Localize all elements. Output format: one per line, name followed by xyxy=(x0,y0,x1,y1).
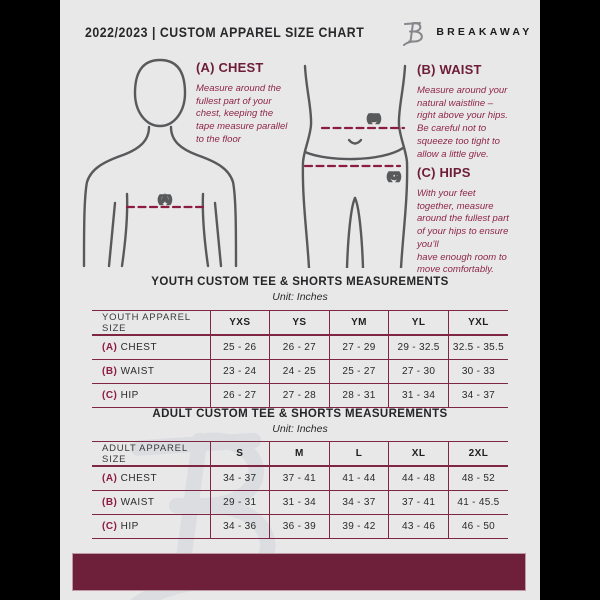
table-cell: 34 - 37 xyxy=(209,465,270,491)
table-row: (A) CHEST 34 - 37 37 - 41 41 - 44 44 - 4… xyxy=(92,465,508,491)
size-column-header: 2XL xyxy=(447,441,508,467)
waist-guide-text: Measure around your natural waistline – … xyxy=(417,85,508,160)
row-label-cell: (C) HIP xyxy=(92,514,210,539)
waistband-curve xyxy=(303,146,405,161)
brand-name: BREAKAWAY xyxy=(436,26,533,38)
waist-marker-label: (B) xyxy=(367,113,380,124)
navel-mark xyxy=(347,138,363,145)
right-body-side-line xyxy=(397,64,409,268)
table-cell: 44 - 48 xyxy=(388,465,449,491)
left-body-side-line xyxy=(301,64,313,268)
table-cell: 30 - 33 xyxy=(447,359,508,384)
adult-table-unit: Unit: Inches xyxy=(272,423,328,435)
table-cell: 37 - 41 xyxy=(269,465,330,491)
row-label-cell: (A) CHEST xyxy=(92,465,210,491)
adult-size-header-cell: ADULT APPAREL SIZE xyxy=(92,441,210,467)
table-cell: 23 - 24 xyxy=(209,359,270,384)
page-title: 2022/2023 | CUSTOM APPAREL SIZE CHART xyxy=(85,24,365,40)
table-cell: 39 - 42 xyxy=(328,514,389,539)
breakaway-b-logo-icon xyxy=(403,22,424,46)
table-cell: 27 - 28 xyxy=(269,383,330,408)
adult-table-title: ADULT CUSTOM TEE & SHORTS MEASUREMENTS xyxy=(152,408,448,420)
brand-lockup: BREAKAWAY xyxy=(402,18,532,46)
table-cell: 46 - 50 xyxy=(447,514,508,539)
table-cell: 31 - 34 xyxy=(388,383,449,408)
table-cell: 28 - 31 xyxy=(328,383,389,408)
table-header-row: ADULT APPAREL SIZE S M L XL 2XL xyxy=(92,441,508,467)
left-inner-leg-line xyxy=(345,196,357,268)
header: 2022/2023 | CUSTOM APPAREL SIZE CHART BR… xyxy=(85,15,529,49)
table-cell: 41 - 45.5 xyxy=(447,490,508,515)
youth-table-unit: Unit: Inches xyxy=(272,291,328,303)
row-label-cell: (C) HIP xyxy=(92,383,210,408)
hips-marker-label: (C) xyxy=(387,171,400,182)
left-inner-arm-line xyxy=(107,201,117,268)
youth-size-table: YOUTH APPAREL SIZE YXS YS YM YL YXL (A) … xyxy=(92,310,508,408)
size-column-header: XL xyxy=(388,441,449,467)
size-column-header: YM xyxy=(328,310,389,336)
adult-size-table: ADULT APPAREL SIZE S M L XL 2XL (A) CHES… xyxy=(92,441,508,539)
table-row: (C) HIP 26 - 27 27 - 28 28 - 31 31 - 34 … xyxy=(92,383,508,408)
table-cell: 34 - 37 xyxy=(328,490,389,515)
table-cell: 29 - 31 xyxy=(209,490,270,515)
left-torso-side-line xyxy=(120,192,129,268)
table-cell: 34 - 36 xyxy=(209,514,270,539)
youth-size-header-cell: YOUTH APPAREL SIZE xyxy=(92,310,210,336)
table-cell: 25 - 27 xyxy=(328,359,389,384)
table-cell: 41 - 44 xyxy=(328,465,389,491)
table-row: (B) WAIST 29 - 31 31 - 34 34 - 37 37 - 4… xyxy=(92,490,508,515)
size-chart-document: 2022/2023 | CUSTOM APPAREL SIZE CHART BR… xyxy=(60,0,540,600)
table-header-row: YOUTH APPAREL SIZE YXS YS YM YL YXL xyxy=(92,310,508,336)
table-cell: 29 - 32.5 xyxy=(388,334,449,360)
size-column-header: YL xyxy=(388,310,449,336)
head-outline xyxy=(133,58,187,128)
right-inner-arm-line xyxy=(213,201,223,268)
table-cell: 36 - 39 xyxy=(269,514,330,539)
size-column-header: YS xyxy=(269,310,330,336)
hips-guide-text: With your feet together, measure around … xyxy=(417,188,509,276)
table-cell: 27 - 29 xyxy=(328,334,389,360)
size-column-header: S xyxy=(209,441,270,467)
table-row: (A) CHEST 25 - 26 26 - 27 27 - 29 29 - 3… xyxy=(92,334,508,360)
table-cell: 31 - 34 xyxy=(269,490,330,515)
size-column-header: L xyxy=(328,441,389,467)
left-shoulder-arm-outline xyxy=(82,125,151,268)
table-row: (C) HIP 34 - 36 36 - 39 39 - 42 43 - 46 … xyxy=(92,514,508,539)
table-cell: 48 - 52 xyxy=(447,465,508,491)
footer-maroon-bar xyxy=(72,553,526,591)
table-cell: 32.5 - 35.5 xyxy=(447,334,508,360)
row-label-cell: (B) WAIST xyxy=(92,490,210,515)
waist-guide-heading: (B) WAIST xyxy=(417,62,482,77)
table-cell: 34 - 37 xyxy=(447,383,508,408)
table-row: (B) WAIST 23 - 24 24 - 25 25 - 27 27 - 3… xyxy=(92,359,508,384)
table-cell: 37 - 41 xyxy=(388,490,449,515)
waist-hips-diagram: (B) (C) xyxy=(301,64,409,268)
size-column-header: M xyxy=(269,441,330,467)
size-column-header: YXS xyxy=(209,310,270,336)
hips-guide-heading: (C) HIPS xyxy=(417,165,471,180)
hips-guide: (C) HIPS With your feet together, measur… xyxy=(417,165,540,277)
table-cell: 43 - 46 xyxy=(388,514,449,539)
table-cell: 24 - 25 xyxy=(269,359,330,384)
torso-chest-diagram: (A) xyxy=(82,58,238,268)
chest-guide: (A) CHEST Measure around the fullest par… xyxy=(196,60,308,147)
table-cell: 27 - 30 xyxy=(388,359,449,384)
table-cell: 25 - 26 xyxy=(209,334,270,360)
table-cell: 26 - 27 xyxy=(269,334,330,360)
chest-guide-text: Measure around the fullest part of your … xyxy=(196,83,288,145)
chest-guide-heading: (A) CHEST xyxy=(196,60,264,75)
chest-marker-label: (A) xyxy=(158,194,171,205)
youth-table-title: YOUTH CUSTOM TEE & SHORTS MEASUREMENTS xyxy=(151,276,449,288)
right-torso-side-line xyxy=(201,192,210,268)
row-label-cell: (A) CHEST xyxy=(92,334,210,360)
right-inner-leg-line xyxy=(353,196,365,268)
right-shoulder-arm-outline xyxy=(169,125,238,268)
size-column-header: YXL xyxy=(447,310,508,336)
waist-guide: (B) WAIST Measure around your natural wa… xyxy=(417,62,537,161)
row-label-cell: (B) WAIST xyxy=(92,359,210,384)
table-cell: 26 - 27 xyxy=(209,383,270,408)
